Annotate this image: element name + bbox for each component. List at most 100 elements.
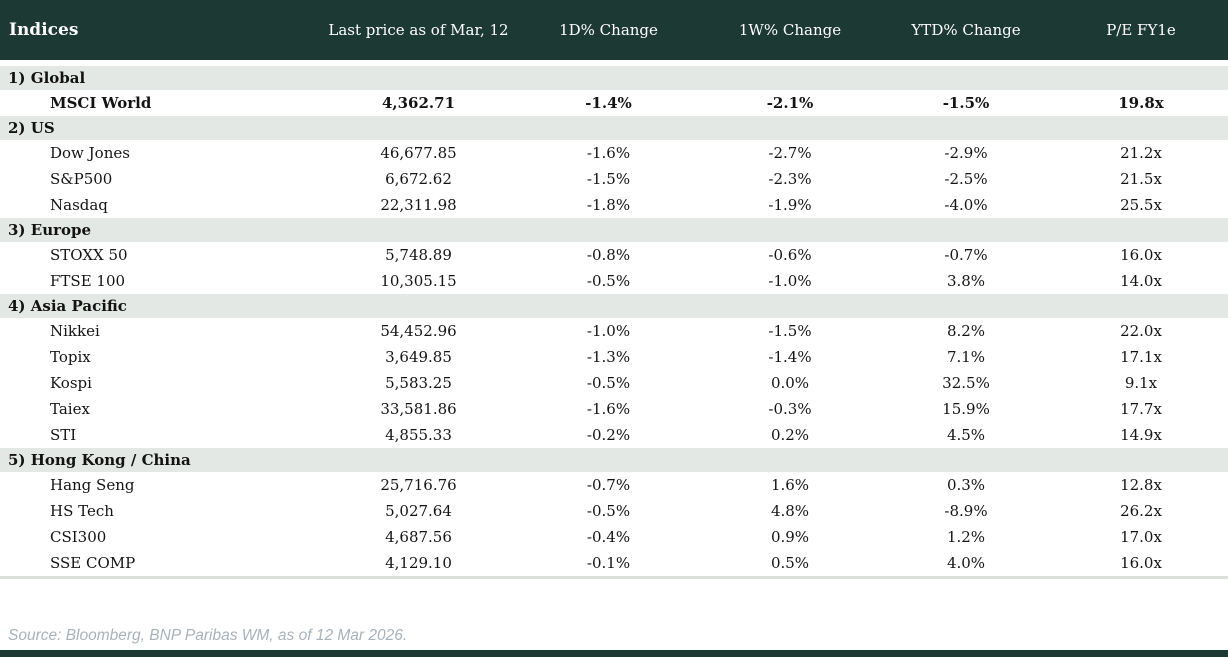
index-row: Taiex 33,581.86 -1.6% -0.3% 15.9% 17.7x bbox=[0, 396, 1228, 422]
1d-change-cell: -0.5% bbox=[586, 502, 631, 520]
source-note: Source: Bloomberg, BNP Paribas WM, as of… bbox=[8, 627, 408, 644]
index-name-cell: STOXX 50 bbox=[50, 246, 128, 264]
last-price-cell: 46,677.85 bbox=[380, 144, 457, 162]
pe-cell: 17.1x bbox=[1120, 348, 1162, 366]
last-price-cell: 4,362.71 bbox=[381, 94, 456, 112]
1w-change-cell: -1.0% bbox=[768, 272, 812, 290]
1w-change-cell: -1.4% bbox=[768, 348, 812, 366]
last-price-cell: 3,649.85 bbox=[385, 348, 452, 366]
ytd-change-cell: -2.9% bbox=[944, 144, 988, 162]
header-row: Indices Last price as of Mar, 12 1D% Cha… bbox=[0, 0, 1228, 60]
section-label: 5) Hong Kong / China bbox=[0, 448, 1228, 472]
table-title: Indices bbox=[9, 20, 79, 40]
index-name-cell: Topix bbox=[50, 348, 91, 366]
index-row: Dow Jones 46,677.85 -1.6% -2.7% -2.9% 21.2x bbox=[0, 140, 1228, 166]
index-row: CSI300 4,687.56 -0.4% 0.9% 1.2% 17.0x bbox=[0, 524, 1228, 550]
column-1w-change: 1W% Change bbox=[738, 21, 842, 39]
1w-change-cell: 1.6% bbox=[770, 476, 810, 494]
last-price-cell: 6,672.62 bbox=[385, 170, 452, 188]
index-row: Nasdaq 22,311.98 -1.8% -1.9% -4.0% 25.5x bbox=[0, 192, 1228, 218]
1w-change-cell: 0.2% bbox=[770, 426, 810, 444]
ytd-change-cell: 32.5% bbox=[942, 374, 990, 392]
1d-change-cell: -1.5% bbox=[586, 170, 631, 188]
pe-cell: 16.0x bbox=[1120, 246, 1162, 264]
index-name-cell: Dow Jones bbox=[50, 144, 130, 162]
index-row: STI 4,855.33 -0.2% 0.2% 4.5% 14.9x bbox=[0, 422, 1228, 448]
index-name-cell: FTSE 100 bbox=[50, 272, 126, 290]
ytd-change-cell: -8.9% bbox=[944, 502, 988, 520]
1d-change-cell: -1.6% bbox=[586, 144, 631, 162]
index-name-cell: STI bbox=[50, 426, 77, 444]
column-1d-change: 1D% Change bbox=[559, 21, 658, 39]
index-row: FTSE 100 10,305.15 -0.5% -1.0% 3.8% 14.0x bbox=[0, 268, 1228, 294]
1d-change-cell: -0.4% bbox=[586, 528, 631, 546]
last-price-cell: 10,305.15 bbox=[380, 272, 457, 290]
index-name-cell: Nikkei bbox=[50, 322, 100, 340]
index-row: STOXX 50 5,748.89 -0.8% -0.6% -0.7% 16.0x bbox=[0, 242, 1228, 268]
1d-change-cell: -1.6% bbox=[586, 400, 631, 418]
header-gap bbox=[0, 60, 1228, 66]
section-row: 2) US bbox=[0, 116, 1228, 140]
column-pe: P/E FY1e bbox=[1106, 21, 1176, 39]
last-price-cell: 54,452.96 bbox=[380, 322, 457, 340]
pe-cell: 19.8x bbox=[1118, 94, 1164, 112]
column-last-price: Last price as of Mar, 12 bbox=[328, 21, 509, 39]
1d-change-cell: -1.0% bbox=[586, 322, 631, 340]
1w-change-cell: -1.5% bbox=[768, 322, 812, 340]
1d-change-cell: -0.2% bbox=[586, 426, 631, 444]
ytd-change-cell: 4.5% bbox=[946, 426, 986, 444]
pe-cell: 14.0x bbox=[1120, 272, 1162, 290]
last-price-cell: 4,687.56 bbox=[385, 528, 452, 546]
1d-change-cell: -0.5% bbox=[586, 374, 631, 392]
last-price-cell: 4,129.10 bbox=[385, 554, 452, 572]
ytd-change-cell: 4.0% bbox=[946, 554, 986, 572]
1w-change-cell: -2.1% bbox=[766, 94, 814, 112]
1w-change-cell: -0.6% bbox=[768, 246, 812, 264]
1w-change-cell: 0.0% bbox=[770, 374, 810, 392]
index-row: Hang Seng 25,716.76 -0.7% 1.6% 0.3% 12.8x bbox=[0, 472, 1228, 498]
index-name-cell: HS Tech bbox=[50, 502, 114, 520]
last-price-cell: 4,855.33 bbox=[385, 426, 452, 444]
last-price-cell: 5,583.25 bbox=[385, 374, 452, 392]
ytd-change-cell: -1.5% bbox=[942, 94, 990, 112]
ytd-change-cell: 3.8% bbox=[946, 272, 986, 290]
index-name-cell: Nasdaq bbox=[50, 196, 108, 214]
pe-cell: 21.5x bbox=[1120, 170, 1162, 188]
section-row: 4) Asia Pacific bbox=[0, 294, 1228, 318]
ytd-change-cell: 15.9% bbox=[942, 400, 990, 418]
column-ytd-change: YTD% Change bbox=[911, 21, 1021, 39]
bottom-bar bbox=[0, 650, 1228, 657]
last-price-cell: 5,748.89 bbox=[385, 246, 452, 264]
pe-cell: 22.0x bbox=[1120, 322, 1162, 340]
section-row: 1) Global bbox=[0, 66, 1228, 90]
1d-change-cell: -0.8% bbox=[586, 246, 631, 264]
indices-table: Indices Last price as of Mar, 12 1D% Cha… bbox=[0, 0, 1228, 579]
1w-change-cell: -0.3% bbox=[768, 400, 812, 418]
index-row: Kospi 5,583.25 -0.5% 0.0% 32.5% 9.1x bbox=[0, 370, 1228, 396]
index-row: S&P500 6,672.62 -1.5% -2.3% -2.5% 21.5x bbox=[0, 166, 1228, 192]
index-name-cell: MSCI World bbox=[50, 94, 152, 112]
pe-cell: 17.0x bbox=[1120, 528, 1162, 546]
pe-cell: 12.8x bbox=[1120, 476, 1162, 494]
1d-change-cell: -0.7% bbox=[586, 476, 631, 494]
pe-cell: 17.7x bbox=[1120, 400, 1162, 418]
section-row: 5) Hong Kong / China bbox=[0, 448, 1228, 472]
index-name-cell: SSE COMP bbox=[50, 554, 136, 572]
section-label: 1) Global bbox=[0, 66, 1228, 90]
section-label: 2) US bbox=[0, 116, 1228, 140]
ytd-change-cell: 1.2% bbox=[946, 528, 986, 546]
1w-change-cell: 4.8% bbox=[770, 502, 810, 520]
table-header: Indices Last price as of Mar, 12 1D% Cha… bbox=[0, 0, 1228, 60]
1d-change-cell: -0.1% bbox=[586, 554, 631, 572]
index-name-cell: S&P500 bbox=[50, 170, 113, 188]
1d-change-cell: -1.3% bbox=[586, 348, 631, 366]
index-name-cell: Taiex bbox=[50, 400, 90, 418]
section-label: 4) Asia Pacific bbox=[0, 294, 1228, 318]
pe-cell: 25.5x bbox=[1120, 196, 1162, 214]
pe-cell: 21.2x bbox=[1120, 144, 1162, 162]
1w-change-cell: 0.9% bbox=[770, 528, 810, 546]
indices-table-body: 1) Global MSCI World 4,362.71 -1.4% -2.1% -1.… bbox=[0, 60, 1228, 578]
1w-change-cell: 0.5% bbox=[770, 554, 810, 572]
1d-change-cell: -1.4% bbox=[585, 94, 632, 112]
